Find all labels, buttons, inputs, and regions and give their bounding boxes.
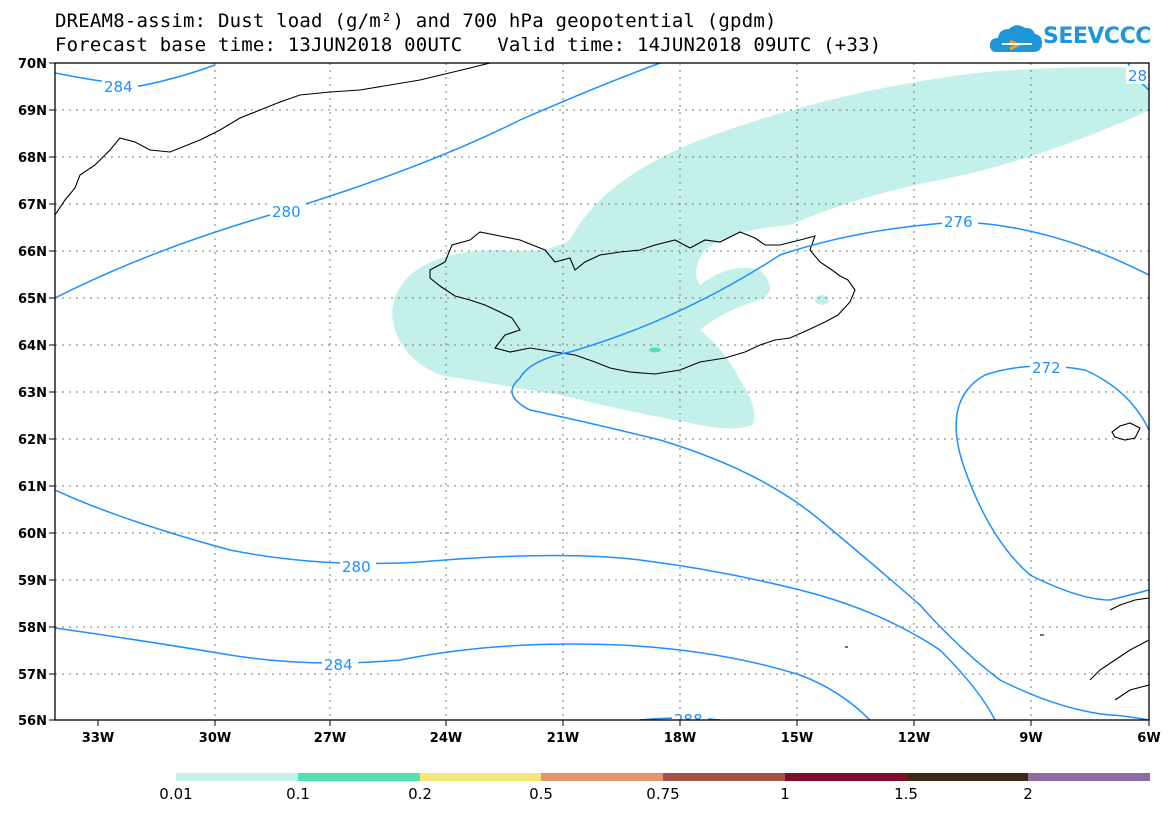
logo-text: SEEVCCC [1043, 24, 1151, 49]
lat-label: 57N [18, 668, 47, 683]
contour-label-280: 280 [272, 203, 301, 221]
contour-280-south [55, 489, 996, 720]
contour-label-280-south: 280 [342, 558, 371, 576]
dust-plume [392, 67, 1149, 429]
lat-label: 58N [18, 621, 47, 636]
colorbar-segment [541, 773, 663, 781]
coastlines [55, 63, 1149, 701]
lon-label: 21W [547, 731, 579, 746]
dust-colorbar [176, 773, 1150, 781]
cloud-icon [990, 25, 1042, 52]
lon-label: 27W [314, 731, 346, 746]
colorbar-label: 0.1 [286, 785, 310, 803]
iceland-coastline [429, 231, 856, 375]
lat-label: 66N [18, 245, 47, 260]
lon-label: 6W [1137, 731, 1160, 746]
contour-label-284-south: 284 [324, 656, 353, 674]
lon-label: 12W [898, 731, 930, 746]
contour-label-288: 288 [674, 711, 703, 729]
lat-label: 64N [18, 339, 47, 354]
map-title: DREAM8-assim: Dust load (g/m²) and 700 h… [55, 10, 777, 32]
contour-label-28: 28 [1128, 67, 1147, 85]
colorbar-segment [906, 773, 1029, 781]
contour-276 [519, 221, 1149, 379]
lon-label: 33W [82, 731, 114, 746]
colorbar-label: 0.2 [408, 785, 432, 803]
lat-label: 65N [18, 292, 47, 307]
contour-label-284: 284 [104, 78, 133, 96]
forecast-time-subtitle: Forecast base time: 13JUN2018 00UTC Vali… [55, 34, 882, 56]
lat-label: 68N [18, 151, 47, 166]
lat-label: 70N [18, 57, 47, 72]
lat-label: 62N [18, 433, 47, 448]
lon-label: 15W [781, 731, 813, 746]
colorbar-label: 1 [780, 785, 790, 803]
colorbar-segment [663, 773, 785, 781]
lat-label: 61N [18, 480, 47, 495]
lat-label: 56N [18, 714, 47, 729]
colorbar-segment [297, 773, 420, 781]
lon-label: 9W [1019, 731, 1042, 746]
grid [55, 63, 1149, 720]
greenland-coastline [55, 63, 491, 216]
colorbar-segment [784, 773, 907, 781]
colorbar-segment [1028, 773, 1150, 781]
lat-label: 63N [18, 386, 47, 401]
tick-marks [49, 62, 1150, 726]
lon-label: 18W [664, 731, 696, 746]
contour-label-272: 272 [1032, 359, 1061, 377]
latitude-labels: 70N 69N 68N 67N 66N 65N 64N 63N 62N 61N … [18, 57, 47, 729]
dust-patch-east [815, 295, 829, 305]
scotland-coastline [1089, 597, 1149, 701]
contour-labels: 284 280 276 272 280 284 288 28 [102, 66, 1149, 729]
contour-label-276: 276 [944, 213, 973, 231]
colorbar-segment [176, 773, 298, 781]
colorbar-label: 2 [1023, 785, 1033, 803]
lat-label: 60N [18, 527, 47, 542]
lat-label: 69N [18, 104, 47, 119]
lat-label: 67N [18, 198, 47, 213]
contour-272 [955, 365, 1149, 601]
colorbar-segment [419, 773, 542, 781]
lon-label: 24W [430, 731, 462, 746]
colorbar-label: 0.01 [159, 785, 193, 803]
longitude-labels: 33W 30W 27W 24W 21W 18W 15W 12W 9W 6W [82, 731, 1161, 746]
colorbar-label: 0.5 [529, 785, 553, 803]
contour-280-north [55, 63, 661, 299]
contour-284-south [55, 627, 871, 720]
contour-284-north [55, 64, 216, 87]
colorbar-label: 1.5 [894, 785, 918, 803]
colorbar-label: 0.75 [646, 785, 680, 803]
dust-patch [649, 347, 661, 353]
faroe-coastline [1111, 422, 1141, 441]
lon-label: 30W [199, 731, 231, 746]
lat-label: 59N [18, 574, 47, 589]
